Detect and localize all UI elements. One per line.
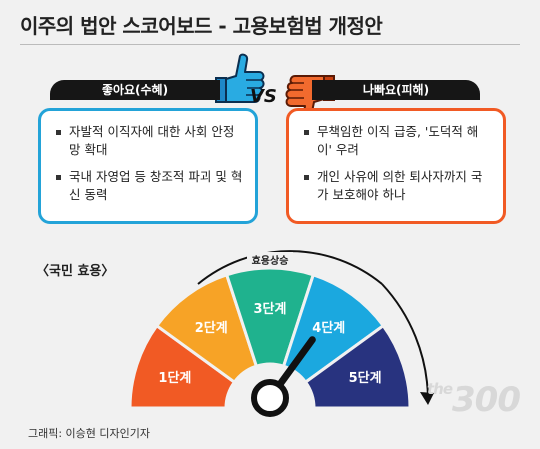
pros-label-bar: 좋아요(수혜) <box>50 80 220 100</box>
pros-box: 자발적 이직자에 대한 사회 안정망 확대 국내 자영업 등 창조적 파괴 및 … <box>38 108 258 224</box>
cons-item: 개인 사유에 의한 퇴사자까지 국가 보호해야 하나 <box>303 168 491 204</box>
cons-box: 무책임한 이직 급증, '도덕적 해이' 우려 개인 사유에 의한 퇴사자까지 … <box>286 108 506 224</box>
gauge-segment-label: 2단계 <box>195 320 228 336</box>
increase-label-group: 효용상승 <box>247 252 293 268</box>
increase-label: 효용상승 <box>252 254 289 267</box>
title-divider <box>20 44 520 45</box>
gauge-segment-label: 5단계 <box>349 370 382 386</box>
gauge-segment-label: 1단계 <box>158 370 191 386</box>
pros-item: 국내 자영업 등 창조적 파괴 및 혁신 동력 <box>55 168 243 204</box>
needle-hub <box>251 379 289 417</box>
arrow-head-icon <box>420 392 434 405</box>
thumbs-up-icon <box>215 53 265 103</box>
page-title: 이주의 법안 스코어보드 - 고용보험법 개정안 <box>20 14 383 38</box>
arrow-tail <box>381 283 429 399</box>
gauge-segment-5 <box>303 323 412 410</box>
versus-label: VS <box>250 86 277 107</box>
watermark-logo: the300 <box>426 380 521 420</box>
section-label: 〈국민 효용〉 <box>36 264 115 279</box>
increase-arrow <box>197 250 383 285</box>
gauge-segment-label: 4단계 <box>312 320 345 336</box>
graphic-credit: 그래픽: 이승현 디자인기자 <box>28 427 151 440</box>
gauge-segment-label: 3단계 <box>254 301 287 317</box>
pros-item: 자발적 이직자에 대한 사회 안정망 확대 <box>55 123 243 159</box>
cons-label-bar: 나빠요(피해) <box>312 80 480 100</box>
cons-item: 무책임한 이직 급증, '도덕적 해이' 우려 <box>303 123 491 159</box>
